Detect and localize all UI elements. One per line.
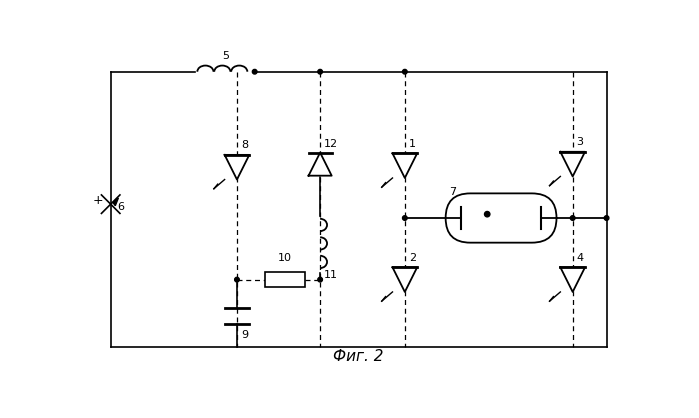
Text: 5: 5 <box>223 51 230 61</box>
Text: Фиг. 2: Фиг. 2 <box>333 349 383 364</box>
Text: 12: 12 <box>324 139 338 149</box>
Circle shape <box>318 69 322 74</box>
Text: 3: 3 <box>577 137 584 147</box>
Text: 8: 8 <box>241 140 248 150</box>
Text: 7: 7 <box>449 187 456 197</box>
Text: +: + <box>93 194 103 207</box>
Circle shape <box>235 277 239 282</box>
Polygon shape <box>224 155 250 179</box>
Circle shape <box>403 216 407 220</box>
Polygon shape <box>393 153 417 178</box>
Text: 9: 9 <box>241 330 248 340</box>
Circle shape <box>484 212 490 217</box>
Circle shape <box>403 69 407 74</box>
Circle shape <box>570 216 575 220</box>
FancyBboxPatch shape <box>446 194 556 243</box>
Text: 2: 2 <box>409 252 416 263</box>
Polygon shape <box>561 267 585 292</box>
Polygon shape <box>393 267 417 292</box>
Circle shape <box>604 216 609 220</box>
Polygon shape <box>561 152 585 176</box>
Text: 10: 10 <box>278 252 291 263</box>
Polygon shape <box>113 198 118 206</box>
Circle shape <box>252 69 257 74</box>
Bar <box>265 272 305 287</box>
Polygon shape <box>308 153 331 176</box>
Text: 11: 11 <box>324 270 338 280</box>
Text: 6: 6 <box>117 202 124 212</box>
Text: 4: 4 <box>577 252 584 263</box>
Circle shape <box>318 277 322 282</box>
Text: 1: 1 <box>409 139 416 149</box>
